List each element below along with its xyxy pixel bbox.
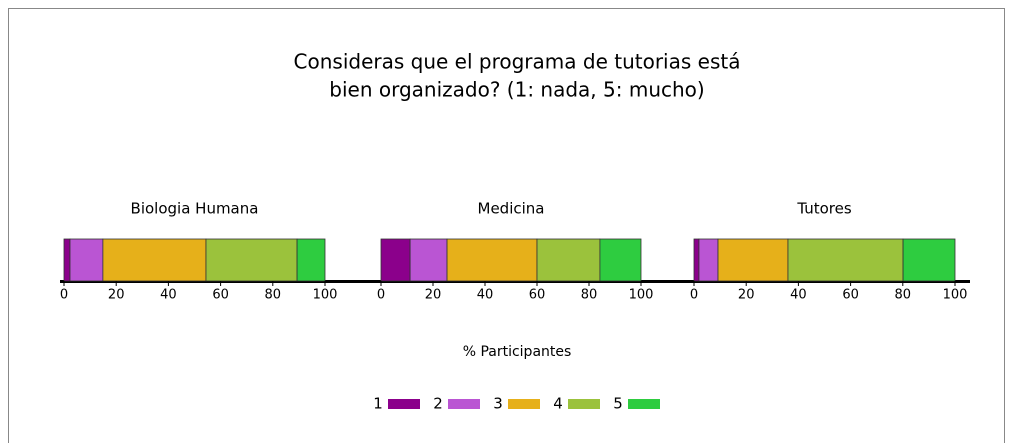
legend-swatch: [448, 399, 480, 409]
x-tick-label: 80: [581, 288, 598, 303]
legend-label: 4: [553, 395, 563, 413]
panel-title: Medicina: [478, 200, 545, 218]
x-tick-label: 100: [943, 288, 968, 303]
x-tick-label: 20: [425, 288, 442, 303]
bar-segment: [63, 238, 71, 282]
bar-segment: [902, 238, 956, 282]
legend-label: 1: [373, 395, 383, 413]
x-tick-label: 60: [212, 288, 229, 303]
frame: [8, 8, 1005, 443]
legend-label: 5: [613, 395, 623, 413]
bar-segment: [787, 238, 904, 282]
x-tick-label: 40: [477, 288, 494, 303]
bar-segment: [205, 238, 298, 282]
x-tick-label: 80: [265, 288, 282, 303]
legend-swatch: [628, 399, 660, 409]
x-tick-label: 60: [842, 288, 859, 303]
chart-title: bien organizado? (1: nada, 5: mucho): [329, 78, 704, 102]
panel-title: Biologia Humana: [131, 200, 259, 218]
bar-segment: [599, 238, 642, 282]
legend-label: 2: [433, 395, 443, 413]
legend-label: 3: [493, 395, 503, 413]
x-tick-label: 20: [108, 288, 125, 303]
bar-segment: [698, 238, 719, 282]
bar-segment: [69, 238, 104, 282]
bar-segment: [693, 238, 700, 282]
x-axis-label: % Participantes: [463, 344, 572, 360]
x-tick-label: 60: [529, 288, 546, 303]
bar-segment: [536, 238, 601, 282]
legend-swatch: [388, 399, 420, 409]
x-tick-label: 40: [790, 288, 807, 303]
legend-swatch: [568, 399, 600, 409]
bar-segment: [446, 238, 538, 282]
x-tick-label: 0: [60, 288, 68, 303]
bar-segment: [409, 238, 448, 282]
x-tick-label: 100: [629, 288, 654, 303]
legend-swatch: [508, 399, 540, 409]
bar-segment: [296, 238, 326, 282]
bar-segment: [102, 238, 207, 282]
x-tick-label: 20: [738, 288, 755, 303]
x-tick-label: 80: [895, 288, 912, 303]
x-tick-label: 0: [377, 288, 385, 303]
chart-title: Consideras que el programa de tutorias e…: [294, 50, 741, 74]
panel-title: Tutores: [796, 200, 852, 218]
x-tick-label: 0: [690, 288, 698, 303]
x-tick-label: 40: [160, 288, 177, 303]
bar-segment: [717, 238, 789, 282]
bar-segment: [380, 238, 411, 282]
x-tick-label: 100: [313, 288, 338, 303]
